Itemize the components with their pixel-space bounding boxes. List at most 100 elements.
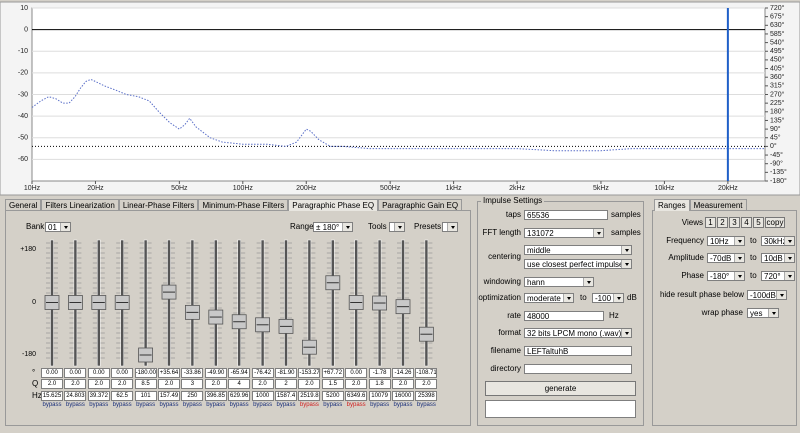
hz-field[interactable]: 39.372 bbox=[87, 391, 110, 401]
phase-field[interactable]: +67.72 bbox=[321, 368, 344, 378]
bypass-button[interactable]: bypass bbox=[89, 402, 109, 408]
phase-field[interactable]: -49.90 bbox=[204, 368, 227, 378]
bypass-button[interactable]: bypass bbox=[159, 402, 179, 408]
hz-field[interactable]: 16000 bbox=[392, 391, 414, 401]
phase-field[interactable]: 0.00 bbox=[345, 368, 368, 378]
button[interactable]: 3 bbox=[729, 217, 740, 228]
button[interactable]: 2 bbox=[717, 217, 728, 228]
tab[interactable]: Ranges bbox=[654, 199, 690, 211]
button[interactable]: 1 bbox=[705, 217, 716, 228]
bypass-button[interactable]: bypass bbox=[229, 402, 249, 408]
phase-field[interactable]: +35.64 bbox=[158, 368, 180, 378]
phase-field[interactable]: -180.00 bbox=[134, 368, 157, 378]
dropdown[interactable]: -100dB bbox=[747, 290, 787, 300]
q-field[interactable]: 3 bbox=[181, 379, 204, 389]
phase-field[interactable]: -1.78 bbox=[368, 368, 391, 378]
bypass-button[interactable]: bypass bbox=[299, 402, 319, 408]
q-field[interactable]: 2.0 bbox=[87, 379, 110, 389]
dropdown[interactable]: 32 bits LPCM mono (.wav) bbox=[524, 328, 632, 338]
hz-field[interactable]: 1587.4 bbox=[275, 391, 297, 401]
button[interactable]: generate bbox=[485, 381, 636, 396]
hz-field[interactable]: 24.803 bbox=[64, 391, 87, 401]
tab[interactable]: Measurement bbox=[689, 199, 747, 210]
phase-field[interactable]: 0.00 bbox=[64, 368, 87, 378]
hz-field[interactable]: 250 bbox=[181, 391, 204, 401]
bypass-button[interactable]: bypass bbox=[136, 402, 156, 408]
phase-field[interactable]: -153.27 bbox=[298, 368, 321, 378]
dropdown[interactable] bbox=[442, 222, 458, 232]
text-field[interactable]: 48000 bbox=[524, 311, 604, 321]
hz-field[interactable]: 629.96 bbox=[228, 391, 251, 401]
q-field[interactable]: 2 bbox=[275, 379, 297, 389]
dropdown[interactable]: middle bbox=[524, 245, 632, 255]
phase-field[interactable]: -76.42 bbox=[251, 368, 274, 378]
tab[interactable]: Linear-Phase Filters bbox=[118, 199, 199, 210]
dropdown[interactable]: yes bbox=[747, 308, 779, 318]
hz-field[interactable]: 396.85 bbox=[204, 391, 227, 401]
hz-field[interactable]: 2519.8 bbox=[298, 391, 321, 401]
hz-field[interactable]: 10079 bbox=[368, 391, 391, 401]
dropdown[interactable]: 01 bbox=[45, 222, 71, 232]
text-field[interactable]: 65536 bbox=[524, 210, 608, 220]
hz-field[interactable]: 62.5 bbox=[111, 391, 134, 401]
phase-field[interactable]: -81.90 bbox=[275, 368, 297, 378]
dropdown[interactable] bbox=[389, 222, 405, 232]
phase-field[interactable]: 0.00 bbox=[111, 368, 134, 378]
q-field[interactable]: 2.0 bbox=[345, 379, 368, 389]
q-field[interactable]: 2.0 bbox=[158, 379, 180, 389]
q-field[interactable]: 2.0 bbox=[415, 379, 438, 389]
bypass-button[interactable]: bypass bbox=[206, 402, 226, 408]
hz-field[interactable]: 25398 bbox=[415, 391, 438, 401]
dropdown[interactable]: ± 180° bbox=[313, 222, 353, 232]
bypass-button[interactable]: bypass bbox=[416, 402, 436, 408]
q-field[interactable]: 1.5 bbox=[321, 379, 344, 389]
phase-field[interactable]: -65.94 bbox=[228, 368, 251, 378]
phase-field[interactable]: -33.86 bbox=[181, 368, 204, 378]
dropdown[interactable]: hann bbox=[524, 277, 594, 287]
dropdown[interactable]: 131072 bbox=[524, 228, 604, 238]
q-field[interactable]: 4 bbox=[228, 379, 251, 389]
dropdown[interactable]: 30kHz bbox=[761, 236, 795, 246]
hz-field[interactable]: 157.49 bbox=[158, 391, 180, 401]
phase-field[interactable]: 0.00 bbox=[87, 368, 110, 378]
button[interactable]: copy bbox=[765, 217, 785, 228]
phase-field[interactable]: -14.26 bbox=[392, 368, 414, 378]
tab[interactable]: Minimum-Phase Filters bbox=[198, 199, 289, 210]
q-field[interactable]: 1.8 bbox=[368, 379, 391, 389]
bypass-button[interactable]: bypass bbox=[346, 402, 366, 408]
hz-field[interactable]: 15.625 bbox=[41, 391, 63, 401]
bypass-button[interactable]: bypass bbox=[182, 402, 202, 408]
hz-field[interactable]: 6349.6 bbox=[345, 391, 368, 401]
button[interactable]: 4 bbox=[741, 217, 752, 228]
q-field[interactable]: 2.0 bbox=[64, 379, 87, 389]
phase-field[interactable]: -108.71 bbox=[415, 368, 438, 378]
dropdown[interactable]: -70dB bbox=[707, 253, 745, 263]
text-field[interactable] bbox=[524, 364, 632, 374]
bypass-button[interactable]: bypass bbox=[112, 402, 132, 408]
q-field[interactable]: 2.0 bbox=[251, 379, 274, 389]
bypass-button[interactable]: bypass bbox=[276, 402, 296, 408]
q-field[interactable]: 8.5 bbox=[134, 379, 157, 389]
dropdown[interactable]: 10dB bbox=[761, 253, 795, 263]
bypass-button[interactable]: bypass bbox=[253, 402, 273, 408]
bypass-button[interactable]: bypass bbox=[370, 402, 390, 408]
tab[interactable]: General bbox=[5, 199, 42, 210]
text-field[interactable]: LEFTaltuhB bbox=[524, 346, 632, 356]
hz-field[interactable]: 1000 bbox=[251, 391, 274, 401]
bypass-button[interactable]: bypass bbox=[65, 402, 85, 408]
phase-field[interactable]: 0.00 bbox=[41, 368, 63, 378]
dropdown[interactable]: moderate bbox=[524, 293, 574, 303]
hz-field[interactable]: 101 bbox=[134, 391, 157, 401]
dropdown[interactable]: 720° bbox=[761, 271, 795, 281]
q-field[interactable]: 2.0 bbox=[392, 379, 414, 389]
tab[interactable]: Paragraphic Phase EQ bbox=[288, 199, 379, 211]
q-field[interactable]: 2.0 bbox=[41, 379, 63, 389]
bypass-button[interactable]: bypass bbox=[323, 402, 343, 408]
dropdown[interactable]: 10Hz bbox=[707, 236, 745, 246]
hz-field[interactable]: 5200 bbox=[321, 391, 344, 401]
bypass-button[interactable]: bypass bbox=[393, 402, 413, 408]
bypass-button[interactable]: bypass bbox=[42, 402, 62, 408]
button[interactable]: 5 bbox=[753, 217, 764, 228]
tab[interactable]: Filters Linearization bbox=[41, 199, 119, 210]
q-field[interactable]: 2.0 bbox=[298, 379, 321, 389]
